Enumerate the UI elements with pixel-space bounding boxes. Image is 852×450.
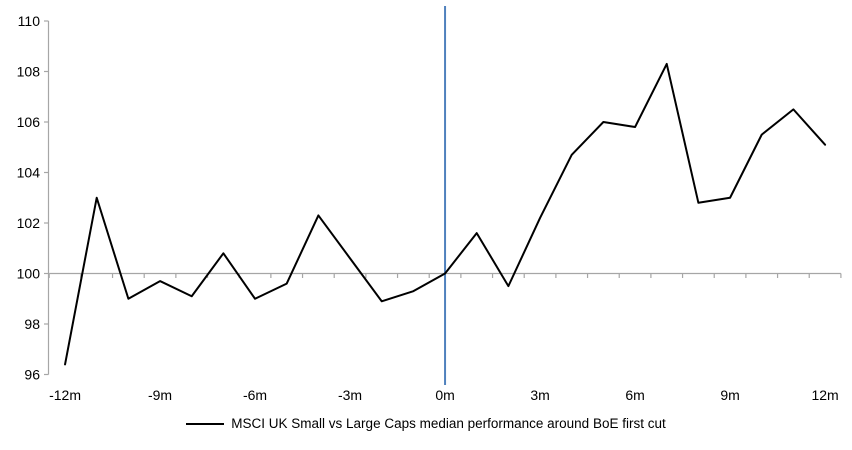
legend-label: MSCI UK Small vs Large Caps median perfo… xyxy=(231,416,666,431)
y-axis-label: 98 xyxy=(24,316,40,332)
y-axis-label: 104 xyxy=(17,165,41,181)
x-axis-label: 12m xyxy=(811,387,838,403)
y-axis-label: 96 xyxy=(24,367,40,383)
x-axis-label: -3m xyxy=(338,387,362,403)
x-axis-label: 9m xyxy=(720,387,739,403)
y-axis-label: 106 xyxy=(17,114,41,130)
x-axis-label: 6m xyxy=(625,387,644,403)
x-axis-label: -6m xyxy=(243,387,267,403)
series-line xyxy=(64,62,827,366)
y-axis-label: 108 xyxy=(17,64,41,80)
x-axis-label: 0m xyxy=(435,387,454,403)
y-axis-label: 110 xyxy=(18,13,41,29)
y-axis-label: 100 xyxy=(17,266,41,282)
x-axis-label: -9m xyxy=(148,387,172,403)
x-axis-label: 3m xyxy=(530,387,549,403)
legend: MSCI UK Small vs Large Caps median perfo… xyxy=(0,416,852,431)
y-axis-label: 102 xyxy=(17,215,41,231)
x-axis-label: -12m xyxy=(49,387,81,403)
legend-line-swatch xyxy=(186,422,225,425)
